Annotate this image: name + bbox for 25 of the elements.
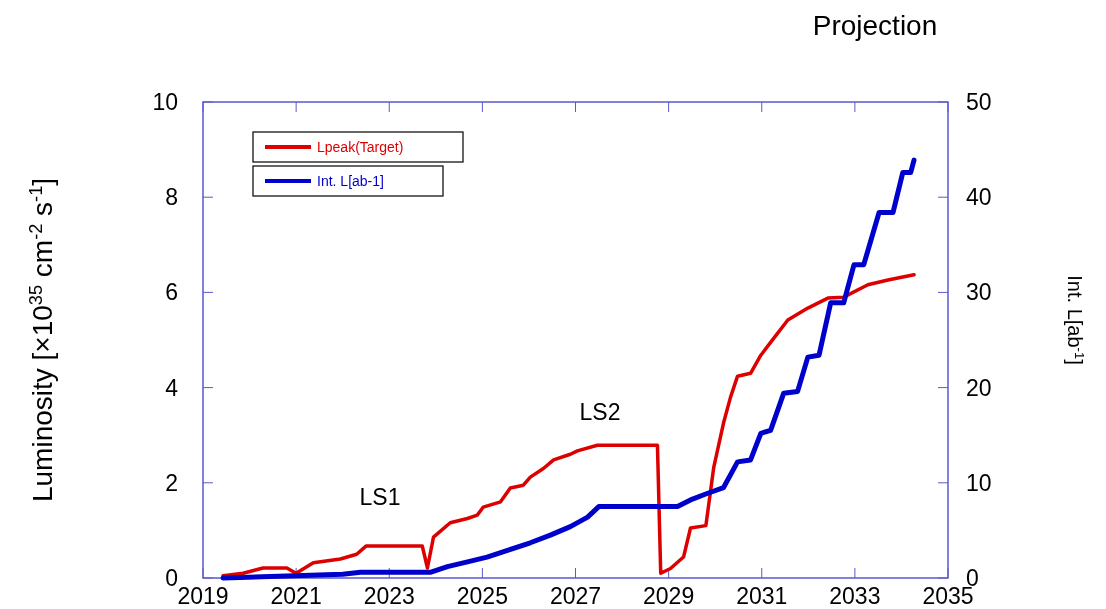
y2-tick-label: 10 xyxy=(966,469,992,496)
y2-tick-label: 40 xyxy=(966,184,992,211)
legend-label: Int. L[ab-1] xyxy=(317,172,384,189)
y-tick-label: 6 xyxy=(165,279,178,306)
annotation: LS2 xyxy=(579,399,621,425)
x-tick-label: 2025 xyxy=(456,583,508,609)
y-tick-label: 10 xyxy=(152,89,178,116)
x-tick-label: 2019 xyxy=(177,583,229,609)
y2-tick-label: 50 xyxy=(966,89,992,116)
x-tick-label: 2031 xyxy=(736,583,788,609)
y2-tick-label: 20 xyxy=(966,374,992,401)
x-tick-label: 2029 xyxy=(643,583,695,609)
x-tick-label: 2033 xyxy=(829,583,881,609)
y-tick-label: 4 xyxy=(165,374,179,401)
chart-title: Projection xyxy=(812,10,938,41)
y-tick-label: 8 xyxy=(165,184,178,211)
y-tick-label: 2 xyxy=(165,469,178,496)
x-tick-label: 2023 xyxy=(363,583,415,609)
annotation: LS1 xyxy=(359,484,401,510)
x-tick-label: 2021 xyxy=(270,583,322,609)
y2-tick-label: 30 xyxy=(966,279,992,306)
line-series xyxy=(221,273,916,578)
legend-label: Lpeak(Target) xyxy=(317,138,404,155)
x-tick-label: 2027 xyxy=(549,583,602,609)
y-tick-label: 0 xyxy=(165,565,178,592)
